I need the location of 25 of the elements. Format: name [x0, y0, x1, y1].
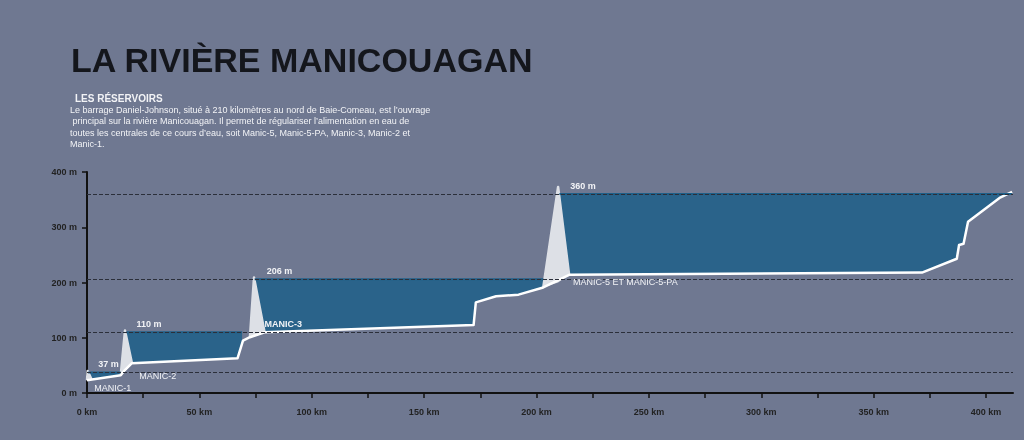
- annotation: 110 m: [136, 318, 162, 329]
- x-tick-label: 50 km: [186, 406, 213, 417]
- annotation: 206 m: [266, 265, 293, 276]
- chart-subtitle: LES RÉSERVOIRS: [75, 91, 163, 104]
- x-tick-label: 200 km: [521, 406, 552, 417]
- x-tick-label: 0 km: [76, 406, 98, 417]
- annotation: MANIC-2: [139, 371, 177, 382]
- x-tick-label: 350 km: [858, 406, 889, 417]
- annotation: 360 m: [570, 180, 596, 191]
- x-tick-label: 400 km: [970, 406, 1002, 417]
- chart-title: LA RIVIÈRE MANICOUAGAN: [71, 41, 533, 79]
- x-tick-label: 300 km: [746, 406, 777, 417]
- y-tick-label: 200 m: [51, 277, 77, 288]
- annotation: MANIC-5 ET MANIC-5-PA: [572, 277, 678, 288]
- annotation: MANIC-3: [264, 318, 303, 329]
- x-tick-label: 150 km: [408, 406, 440, 417]
- annotation: 37 m: [98, 359, 119, 370]
- y-tick-label: 100 m: [51, 332, 77, 343]
- annotation: MANIC-1: [94, 382, 132, 393]
- y-tick-label: 300 m: [51, 222, 77, 233]
- y-tick-label: 0 m: [61, 388, 77, 398]
- x-tick-label: 250 km: [633, 406, 665, 417]
- y-tick-label: 400 m: [51, 167, 77, 177]
- x-tick-label: 100 km: [296, 406, 328, 417]
- text: Le barrage Daniel-Johnson, situé à 210 kilomètres au nord de Baie-Comeau, est l’ouvrage principal sur la rivière Manicouagan. Il permet de régulariser l’alimentation en eau de toutes les centrales de ce cours d’eau, soit Manic-5, Manic-5-PA, Manic-3, Manic-2 et Manic-1.: [70, 104, 431, 150]
